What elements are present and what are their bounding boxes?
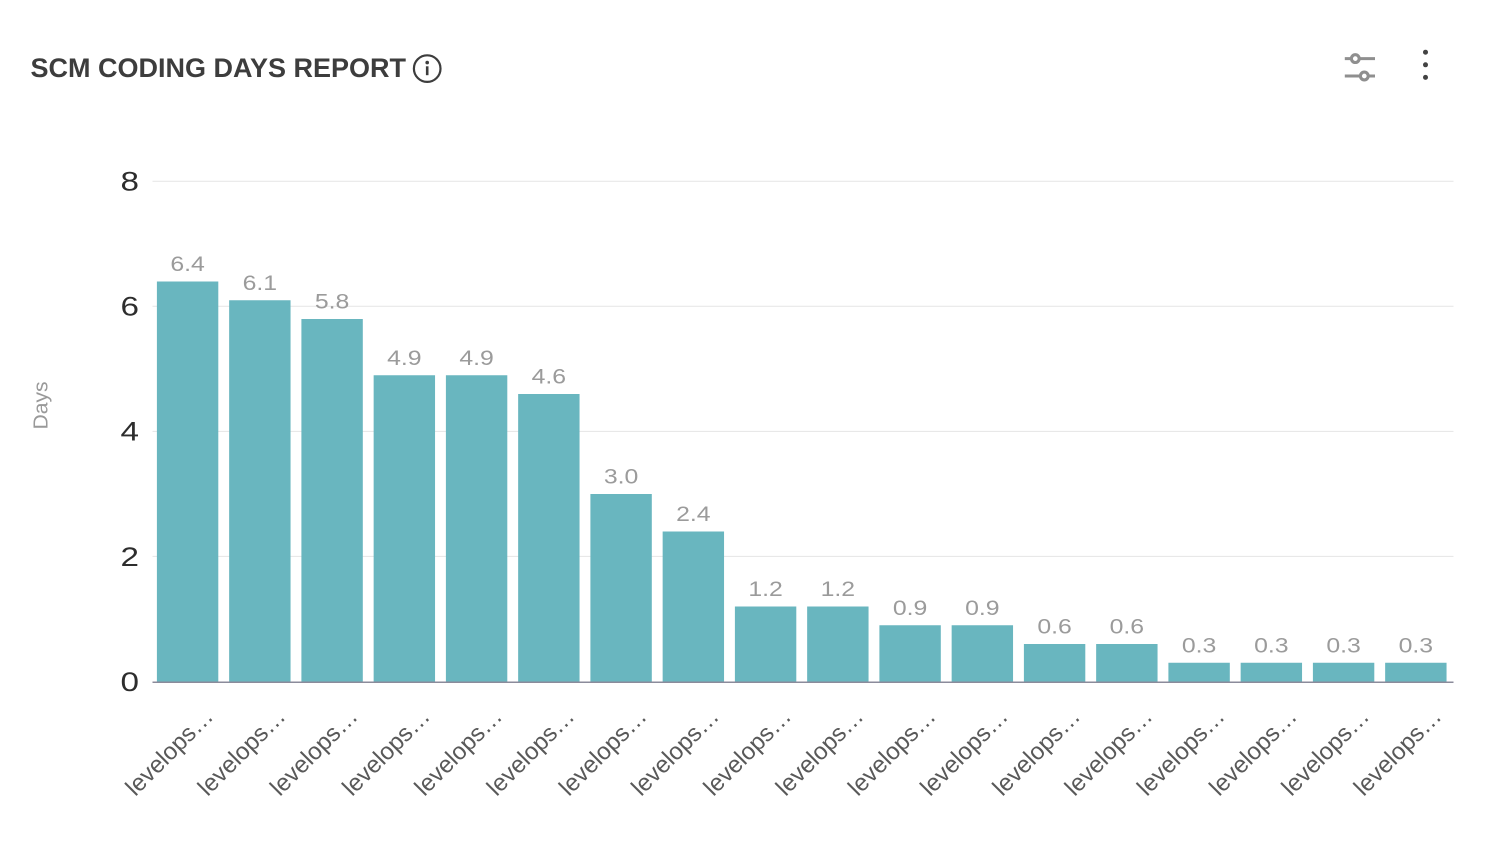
svg-text:0.3: 0.3: [1254, 633, 1289, 657]
svg-text:4.6: 4.6: [532, 365, 567, 389]
svg-text:0.9: 0.9: [893, 596, 928, 620]
svg-text:4.9: 4.9: [459, 346, 494, 370]
svg-text:6: 6: [121, 292, 140, 322]
svg-text:2.4: 2.4: [676, 502, 711, 526]
svg-text:1.2: 1.2: [748, 577, 783, 601]
svg-text:4: 4: [121, 417, 140, 447]
svg-text:0.3: 0.3: [1399, 633, 1434, 657]
svg-text:2: 2: [121, 542, 140, 572]
svg-text:1.2: 1.2: [821, 577, 856, 601]
svg-text:0.9: 0.9: [965, 596, 1000, 620]
svg-text:0.6: 0.6: [1110, 615, 1145, 639]
svg-text:0: 0: [121, 667, 140, 697]
svg-text:6.4: 6.4: [170, 252, 205, 276]
svg-text:4.9: 4.9: [387, 346, 422, 370]
svg-text:0.6: 0.6: [1037, 615, 1072, 639]
svg-text:SCM CODING DAYS REPORT: SCM CODING DAYS REPORT: [31, 53, 407, 83]
svg-text:3.0: 3.0: [604, 465, 639, 489]
svg-text:8: 8: [121, 167, 140, 197]
svg-text:6.1: 6.1: [243, 271, 278, 295]
svg-text:0.3: 0.3: [1326, 633, 1361, 657]
svg-text:Days: Days: [30, 382, 53, 430]
svg-text:5.8: 5.8: [315, 290, 350, 314]
svg-text:0.3: 0.3: [1182, 633, 1217, 657]
